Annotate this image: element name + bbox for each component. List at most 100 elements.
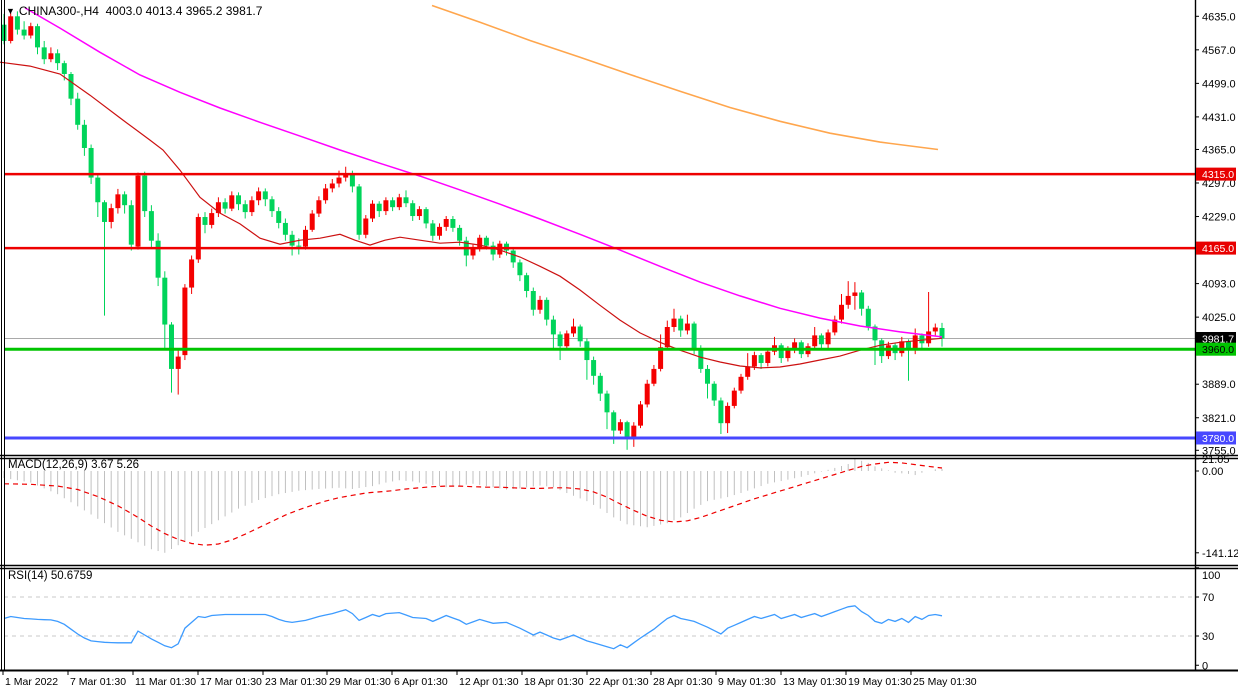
- candle-body: [289, 234, 295, 246]
- price-badge-label: 4165.0: [1202, 243, 1234, 255]
- price-badge: [1196, 167, 1236, 181]
- candle-body: [148, 211, 154, 241]
- time-axis-label: 25 May 01:30: [913, 676, 977, 688]
- candle-body: [356, 186, 362, 235]
- candle-body: [189, 259, 195, 288]
- price-badge-label: 3960.0: [1202, 344, 1234, 356]
- candle-body: [651, 368, 657, 384]
- candle-body: [329, 183, 335, 189]
- candle-body: [88, 147, 94, 178]
- price-axis-label: 4229.0: [1202, 212, 1236, 224]
- candle-body: [423, 209, 429, 224]
- candle-body: [611, 412, 617, 431]
- time-axis-label: 11 Mar 01:30: [135, 676, 196, 688]
- candle-body: [95, 177, 101, 203]
- candle-body: [691, 323, 697, 350]
- candle-body: [410, 203, 416, 217]
- price-badge: [1196, 431, 1236, 445]
- candle-body: [443, 218, 449, 227]
- candle-body: [571, 326, 576, 334]
- candle-body: [778, 345, 784, 359]
- candle-body: [48, 53, 54, 60]
- candle-body: [376, 203, 382, 212]
- candle-body: [638, 404, 643, 426]
- candle-body: [222, 202, 228, 209]
- candle-body: [202, 217, 208, 225]
- candle-body: [450, 218, 456, 228]
- candle-body: [309, 213, 315, 230]
- candle-body: [215, 202, 221, 214]
- price-badge-label: 3780.0: [1202, 433, 1234, 445]
- price-badge-label: 4315.0: [1202, 169, 1234, 181]
- candle-body: [698, 349, 704, 369]
- price-badge: [1196, 331, 1236, 345]
- candle-body: [41, 47, 47, 60]
- candle-body: [135, 175, 141, 247]
- ma-fast-line: [0, 61, 943, 369]
- candle-body: [678, 318, 684, 331]
- candle-body: [564, 333, 570, 347]
- candle-body: [28, 26, 34, 36]
- candle-body: [859, 292, 865, 309]
- candle-body: [209, 213, 215, 225]
- time-axis-label: 9 May 01:30: [718, 676, 776, 688]
- candle-body: [591, 360, 597, 376]
- candle-body: [524, 275, 530, 292]
- price-axis-label: 4093.0: [1202, 279, 1236, 291]
- time-axis-label: 7 Mar 01:30: [70, 676, 126, 688]
- price-badge: [1196, 342, 1236, 356]
- candle-body: [14, 16, 20, 30]
- rsi-axis-label: 70: [1202, 592, 1214, 604]
- candle-body: [115, 194, 121, 209]
- candle-body: [242, 204, 248, 213]
- candle-body: [792, 342, 798, 350]
- price-axis-label: 4365.0: [1202, 144, 1236, 156]
- candle-body: [718, 400, 724, 424]
- candle-body: [919, 335, 925, 344]
- price-badge-label: 3981.7: [1202, 333, 1234, 345]
- price-axis-label: 4499.0: [1202, 78, 1236, 90]
- candle-body: [517, 262, 523, 276]
- candle-body: [102, 202, 107, 222]
- candle-body: [68, 74, 74, 99]
- candle-body: [122, 194, 128, 206]
- candle-body: [852, 292, 858, 296]
- candle-body: [343, 173, 349, 178]
- candle-body: [604, 393, 610, 413]
- candle-body: [765, 351, 771, 364]
- candle-body: [745, 366, 751, 377]
- time-axis-label: 19 May 01:30: [848, 676, 912, 688]
- price-axis-label: 4431.0: [1202, 112, 1236, 124]
- rsi-axis-label: 0: [1202, 660, 1208, 672]
- candle-body: [932, 327, 938, 332]
- time-axis-label: 18 Apr 01:30: [524, 676, 584, 688]
- symbol-period-label: CHINA300-,H4: [18, 4, 99, 18]
- candle-body: [108, 208, 114, 222]
- candle-body: [926, 331, 932, 344]
- candle-body: [470, 247, 476, 256]
- time-axis-label: 29 Mar 01:30: [329, 676, 391, 688]
- time-axis-label: 13 May 01:30: [783, 676, 847, 688]
- candle-body: [383, 200, 389, 212]
- candle-body: [276, 211, 282, 223]
- chart-title: ▼ CHINA300-,H4 4003.0 4013.4 3965.2 3981.…: [6, 4, 262, 18]
- symbol-dropdown-icon[interactable]: ▼: [6, 6, 15, 16]
- candle-body: [8, 16, 14, 41]
- candle-body: [336, 177, 342, 184]
- candle-body: [671, 318, 677, 328]
- candle-body: [416, 209, 422, 217]
- candle-body: [530, 291, 536, 310]
- candle-body: [262, 191, 268, 200]
- candle-body: [872, 326, 878, 341]
- rsi-axis-label: 100: [1202, 570, 1220, 582]
- candle-body: [832, 319, 838, 333]
- candle-body: [269, 199, 275, 212]
- candle-body: [845, 295, 851, 305]
- candle-body: [731, 390, 737, 406]
- candle-body: [617, 422, 623, 431]
- rsi-indicator-label: RSI(14) 50.6759: [8, 570, 93, 582]
- ma-long-line: [431, 4, 939, 151]
- candle-body: [303, 229, 308, 247]
- candle-body: [490, 245, 496, 255]
